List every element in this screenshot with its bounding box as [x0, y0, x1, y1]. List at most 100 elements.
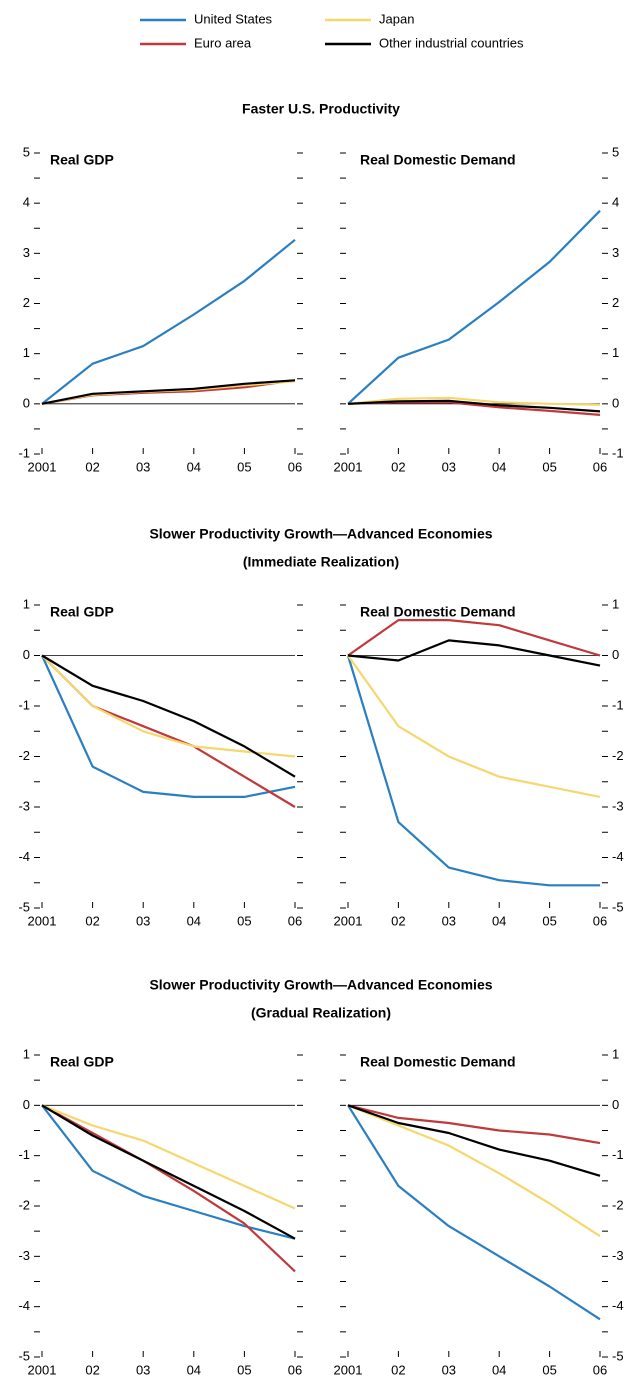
y-tick-label: 0: [612, 647, 619, 662]
y-tick-label: 0: [23, 395, 30, 410]
x-tick-label: 02: [85, 913, 99, 928]
y-tick-label: -4: [18, 1298, 30, 1313]
x-tick-label: 03: [136, 913, 150, 928]
x-tick-label: 05: [237, 459, 251, 474]
series-line: [41, 1104, 296, 1210]
y-tick-label: 1: [23, 596, 30, 611]
series-line: [40, 655, 296, 798]
y-tick-label: -5: [18, 1348, 30, 1363]
y-tick-label: 5: [23, 144, 30, 159]
x-tick-label: 2001: [28, 913, 57, 928]
y-tick-label: -5: [18, 899, 30, 914]
section-title: Faster U.S. Productivity: [242, 101, 400, 117]
x-tick-label: 06: [593, 459, 607, 474]
series-line: [347, 1104, 601, 1177]
x-tick-label: 05: [542, 1362, 556, 1377]
y-tick-label: 3: [23, 245, 30, 260]
panel-title: Real GDP: [50, 152, 114, 168]
y-tick-label: 3: [612, 245, 619, 260]
y-tick-label: 0: [23, 1097, 30, 1112]
series-line: [347, 1104, 601, 1145]
panel-title: Real GDP: [50, 604, 114, 620]
panel-title: Real Domestic Demand: [360, 152, 516, 168]
y-tick-label: -3: [612, 1248, 624, 1263]
y-tick-label: 2: [23, 295, 30, 310]
y-tick-label: -2: [612, 748, 624, 763]
x-tick-label: 05: [542, 913, 556, 928]
y-tick-label: -2: [18, 1197, 30, 1212]
x-tick-label: 03: [442, 459, 456, 474]
x-tick-label: 04: [492, 1362, 506, 1377]
panel-title: Real Domestic Demand: [360, 604, 516, 620]
panel-title: Real GDP: [50, 1054, 114, 1070]
y-tick-label: 1: [23, 345, 30, 360]
x-tick-label: 02: [391, 459, 405, 474]
series-line: [347, 209, 601, 405]
section-title: Slower Productivity Growth—Advanced Econ…: [149, 526, 492, 542]
y-tick-label: -3: [18, 1248, 30, 1263]
y-tick-label: -1: [18, 697, 30, 712]
x-tick-label: 06: [288, 459, 302, 474]
x-tick-label: 2001: [28, 1362, 57, 1377]
legend-label: Japan: [379, 11, 414, 26]
x-tick-label: 06: [593, 1362, 607, 1377]
y-tick-label: 0: [612, 1097, 619, 1112]
y-tick-label: 5: [612, 144, 619, 159]
series-line: [347, 619, 601, 657]
y-tick-label: 4: [23, 195, 30, 210]
y-tick-label: -5: [612, 1348, 624, 1363]
series-line: [347, 654, 601, 798]
y-tick-label: 0: [612, 395, 619, 410]
x-tick-label: 03: [136, 459, 150, 474]
x-tick-label: 04: [492, 459, 506, 474]
y-tick-label: 2: [612, 295, 619, 310]
x-tick-label: 05: [237, 1362, 251, 1377]
x-tick-label: 02: [85, 1362, 99, 1377]
y-tick-label: -1: [612, 445, 624, 460]
y-tick-label: 1: [23, 1046, 30, 1061]
legend-label: Euro area: [194, 35, 252, 50]
legend-label: Other industrial countries: [379, 35, 524, 50]
y-tick-label: -2: [612, 1197, 624, 1212]
x-tick-label: 05: [237, 913, 251, 928]
y-tick-label: -4: [18, 849, 30, 864]
y-tick-label: 4: [612, 195, 619, 210]
y-tick-label: -1: [18, 445, 30, 460]
series-line: [346, 655, 600, 887]
x-tick-label: 03: [136, 1362, 150, 1377]
x-tick-label: 2001: [334, 1362, 363, 1377]
series-line: [41, 1104, 296, 1240]
series-line: [41, 379, 296, 405]
x-tick-label: 04: [187, 913, 201, 928]
y-tick-label: -4: [612, 1298, 624, 1313]
y-tick-label: -5: [612, 899, 624, 914]
y-tick-label: -2: [18, 748, 30, 763]
section-title: Slower Productivity Growth—Advanced Econ…: [149, 977, 492, 993]
series-line: [347, 1104, 601, 1321]
series-line: [347, 639, 601, 667]
x-tick-label: 2001: [334, 913, 363, 928]
series-line: [41, 1104, 296, 1240]
y-tick-label: -3: [18, 798, 30, 813]
y-tick-label: -1: [612, 697, 624, 712]
x-tick-label: 06: [288, 1362, 302, 1377]
x-tick-label: 02: [85, 459, 99, 474]
x-tick-label: 04: [492, 913, 506, 928]
section-title: (Gradual Realization): [251, 1005, 391, 1021]
x-tick-label: 05: [542, 459, 556, 474]
series-line: [347, 396, 601, 406]
x-tick-label: 2001: [334, 459, 363, 474]
series-line: [41, 1104, 296, 1273]
y-tick-label: -3: [612, 798, 624, 813]
series-line: [347, 1104, 601, 1238]
x-tick-label: 04: [187, 1362, 201, 1377]
x-tick-label: 02: [391, 913, 405, 928]
y-tick-label: -4: [612, 849, 624, 864]
x-tick-label: 03: [442, 1362, 456, 1377]
x-tick-label: 04: [187, 459, 201, 474]
y-tick-label: 0: [23, 647, 30, 662]
y-tick-label: 1: [612, 345, 619, 360]
x-tick-label: 02: [391, 1362, 405, 1377]
